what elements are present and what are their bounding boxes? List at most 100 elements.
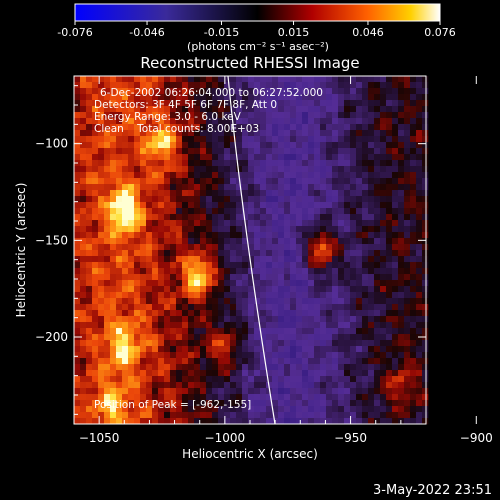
heatmap-cell [134, 376, 141, 383]
heatmap-cell [356, 82, 363, 89]
heatmap-cell [110, 382, 117, 389]
heatmap-cell [356, 280, 363, 287]
heatmap-cell [260, 274, 267, 281]
heatmap-cell [194, 322, 201, 329]
heatmap-cell [104, 280, 111, 287]
heatmap-cell [284, 136, 291, 143]
heatmap-cell [392, 292, 399, 299]
heatmap-cell [374, 256, 381, 263]
heatmap-cell [140, 136, 147, 143]
heatmap-cell [206, 76, 213, 83]
heatmap-cell [362, 310, 369, 317]
heatmap-cell [200, 286, 207, 293]
heatmap-cell [266, 124, 273, 131]
heatmap-cell [374, 352, 381, 359]
heatmap-cell [368, 412, 375, 419]
heatmap-cell [314, 112, 321, 119]
heatmap-cell [302, 340, 309, 347]
heatmap-cell [176, 118, 183, 125]
heatmap-cell [194, 214, 201, 221]
heatmap-cell [116, 250, 123, 257]
heatmap-cell [98, 400, 105, 407]
heatmap-cell [242, 418, 249, 425]
heatmap-cell [80, 376, 87, 383]
heatmap-cell [380, 220, 387, 227]
heatmap-cell [356, 298, 363, 305]
heatmap-cell [230, 130, 237, 137]
heatmap-cell [290, 298, 297, 305]
heatmap-cell [332, 346, 339, 353]
heatmap-cell [314, 94, 321, 101]
heatmap-cell [362, 418, 369, 425]
heatmap-cell [80, 316, 87, 323]
heatmap-cell [146, 250, 153, 257]
heatmap-cell [302, 148, 309, 155]
heatmap-cell [200, 82, 207, 89]
heatmap-cell [272, 346, 279, 353]
heatmap-cell [212, 100, 219, 107]
heatmap-cell [140, 160, 147, 167]
heatmap-cell [74, 148, 81, 155]
heatmap-cell [266, 160, 273, 167]
heatmap-cell [284, 268, 291, 275]
heatmap-cell [218, 130, 225, 137]
heatmap-cell [272, 412, 279, 419]
heatmap-cell [380, 118, 387, 125]
heatmap-cell [416, 100, 423, 107]
heatmap-cell [320, 244, 327, 251]
heatmap-cell [86, 370, 93, 377]
heatmap-cell [398, 226, 405, 233]
heatmap-cell [308, 160, 315, 167]
heatmap-cell [350, 142, 357, 149]
heatmap-cell [122, 142, 129, 149]
heatmap-cell [404, 322, 411, 329]
heatmap-cell [134, 358, 141, 365]
heatmap-cell [218, 94, 225, 101]
heatmap-cell [218, 172, 225, 179]
annotation-energy: Energy Range: 3.0 - 6.0 keV [94, 111, 242, 123]
heatmap-cell [308, 364, 315, 371]
heatmap-cell [356, 124, 363, 131]
heatmap-cell [104, 370, 111, 377]
heatmap-cell [122, 94, 129, 101]
heatmap-cell [404, 238, 411, 245]
heatmap-cell [152, 100, 159, 107]
heatmap-cell [344, 88, 351, 95]
heatmap-cell [152, 238, 159, 245]
heatmap-cell [332, 166, 339, 173]
heatmap-cell [398, 292, 405, 299]
heatmap-cell [404, 82, 411, 89]
heatmap-cell [326, 364, 333, 371]
heatmap-cell [194, 76, 201, 83]
heatmap-cell [314, 160, 321, 167]
heatmap-cell [134, 352, 141, 359]
heatmap-cell [146, 352, 153, 359]
heatmap-cell [350, 232, 357, 239]
heatmap-cell [146, 214, 153, 221]
heatmap-cell [218, 112, 225, 119]
heatmap-cell [116, 100, 123, 107]
heatmap-cell [206, 394, 213, 401]
heatmap-cell [188, 382, 195, 389]
heatmap-cell [122, 280, 129, 287]
heatmap-cell [236, 166, 243, 173]
heatmap-cell [134, 346, 141, 353]
heatmap-cell [266, 220, 273, 227]
heatmap-cell [236, 154, 243, 161]
heatmap-cell [350, 382, 357, 389]
heatmap-cell [386, 76, 393, 83]
heatmap-cell [344, 310, 351, 317]
heatmap-cell [266, 364, 273, 371]
heatmap-cell [404, 202, 411, 209]
heatmap-cell [170, 316, 177, 323]
heatmap-cell [266, 358, 273, 365]
heatmap-cell [140, 328, 147, 335]
heatmap-cell [368, 262, 375, 269]
heatmap-cell [290, 274, 297, 281]
heatmap-cell [362, 298, 369, 305]
heatmap-cell [410, 244, 417, 251]
heatmap-cell [320, 400, 327, 407]
heatmap-cell [392, 328, 399, 335]
heatmap-cell [128, 292, 135, 299]
